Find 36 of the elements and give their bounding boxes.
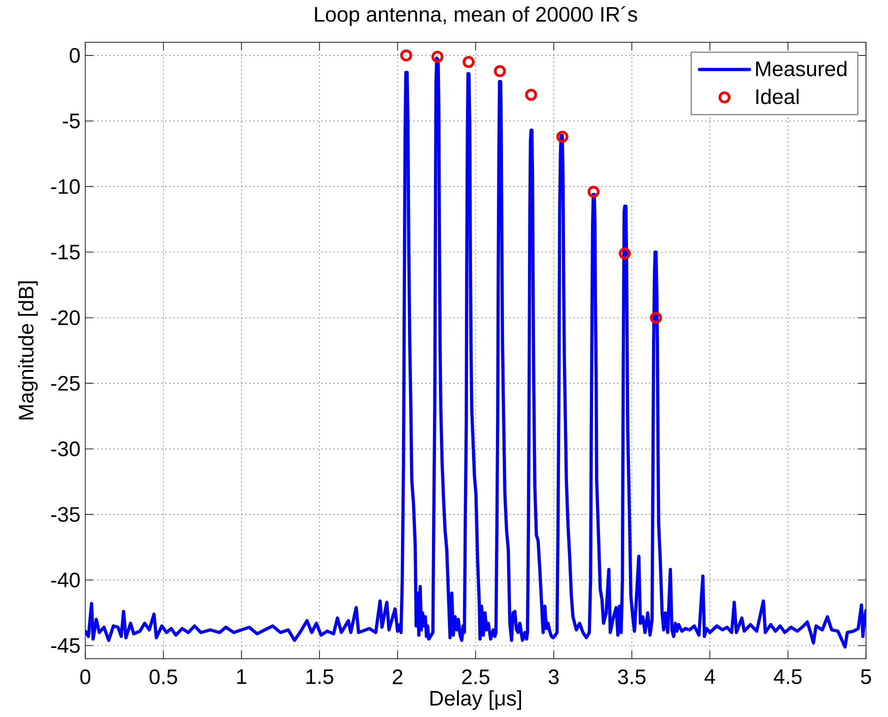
y-tick-label: -45 — [51, 638, 80, 653]
point — [431, 50, 444, 63]
point — [588, 186, 600, 198]
legend-label: Measured — [756, 60, 846, 76]
point — [556, 130, 568, 143]
x-axis-title: Delay [μs] — [430, 690, 522, 710]
y-tick-label: -5 — [62, 114, 80, 128]
x-tick-label: 2.5 — [462, 669, 490, 684]
y-tick-label: -35 — [51, 507, 80, 522]
point — [462, 56, 475, 68]
x-tick-label: 1.5 — [306, 669, 334, 684]
point — [494, 65, 506, 78]
y-tick-label: -15 — [51, 244, 80, 260]
x-tick-label: 0 — [80, 669, 90, 684]
x-tick-label: 2 — [392, 669, 402, 684]
point — [618, 247, 631, 260]
y-tick-label: 0 — [70, 48, 80, 63]
x-tick-label: 1 — [237, 669, 246, 684]
y-tick-label: -10 — [51, 179, 80, 194]
x-tick-label: 4.5 — [774, 669, 802, 684]
x-tick-label: 4 — [704, 669, 716, 684]
x-tick-label: 5 — [861, 669, 871, 684]
y-tick-label: -40 — [51, 572, 80, 588]
point — [525, 88, 538, 101]
point — [650, 312, 662, 324]
chart-title: Loop antenna, mean of 20000 IR´s — [315, 6, 638, 26]
legend-label: Ideal — [756, 88, 799, 104]
y-axis-title: Magnitude [dB] — [18, 281, 38, 420]
point — [400, 49, 412, 62]
y-tick-label: -25 — [51, 376, 80, 391]
y-tick-label: -20 — [51, 310, 80, 326]
line-series — [85, 56, 866, 648]
x-tick-label: 3 — [548, 669, 559, 684]
x-tick-label: 3.5 — [618, 669, 646, 684]
y-tick-label: -30 — [51, 441, 80, 456]
x-tick-label: 0.5 — [150, 669, 178, 684]
